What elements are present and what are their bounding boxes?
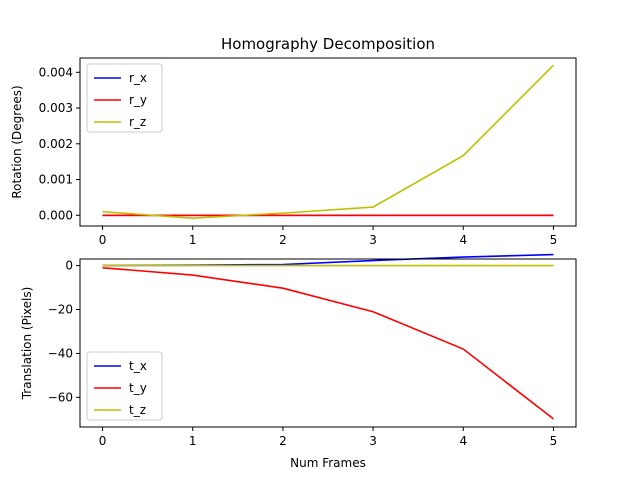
x-axis-label: Num Frames: [290, 456, 366, 470]
series-line-t-y: [102, 266, 554, 420]
legend-label: r_z: [129, 115, 146, 129]
y-tick-label: −60: [48, 390, 73, 404]
y-tick-label: 0.003: [39, 101, 73, 115]
plot-area-frame: [79, 258, 577, 428]
series-lines: [102, 64, 555, 219]
x-tick-label: 2: [279, 233, 287, 247]
y-tick-label: 0.001: [39, 173, 73, 187]
x-tick-label: 5: [550, 233, 558, 247]
legend-label: t_x: [129, 359, 147, 373]
x-tick-label: 1: [189, 233, 197, 247]
legend-box: [86, 351, 163, 421]
legend-label: r_x: [129, 71, 147, 85]
x-tick-label: 3: [369, 434, 377, 448]
legend-label: t_z: [129, 403, 146, 417]
x-tick-label: 0: [99, 434, 107, 448]
legend-label: t_y: [129, 381, 147, 395]
x-tick-label: 0: [99, 233, 107, 247]
legend: r_x r_y r_z: [86, 63, 163, 133]
x-tick-label: 5: [550, 434, 558, 448]
series-lines: [102, 253, 554, 420]
legend: t_x t_y t_z: [86, 351, 163, 421]
axis-ticks: 0 1 2 3 4 5 0.000 0.001 0.002 0.003 0.004: [39, 65, 558, 247]
y-axis-label: Rotation (Degrees): [10, 85, 24, 198]
x-tick-label: 3: [369, 233, 377, 247]
y-tick-label: 0.002: [39, 137, 73, 151]
x-tick-label: 4: [459, 233, 467, 247]
axis-ticks: 0 1 2 3 4 5 0 −20 −40 −60: [48, 259, 558, 448]
legend-box: [86, 63, 163, 133]
x-tick-label: 4: [459, 434, 467, 448]
rotation-chart: Homography Decomposition Rotation (Degre…: [10, 35, 577, 247]
series-line-r-z: [102, 64, 555, 219]
x-tick-label: 2: [279, 434, 287, 448]
y-tick-label: −20: [48, 303, 73, 317]
x-tick-label: 1: [189, 434, 197, 448]
y-tick-label: 0.004: [39, 65, 73, 79]
y-tick-label: −40: [48, 346, 73, 360]
y-tick-label: 0: [65, 259, 73, 273]
translation-chart: Translation (Pixels) Num Frames 0 1 2 3 4 5 0 −…: [20, 253, 577, 470]
chart-title: Homography Decomposition: [221, 35, 435, 53]
y-tick-label: 0.000: [39, 208, 73, 222]
legend-label: r_y: [129, 93, 147, 107]
y-axis-label: Translation (Pixels): [20, 287, 34, 401]
plot-area-frame: [79, 57, 577, 227]
